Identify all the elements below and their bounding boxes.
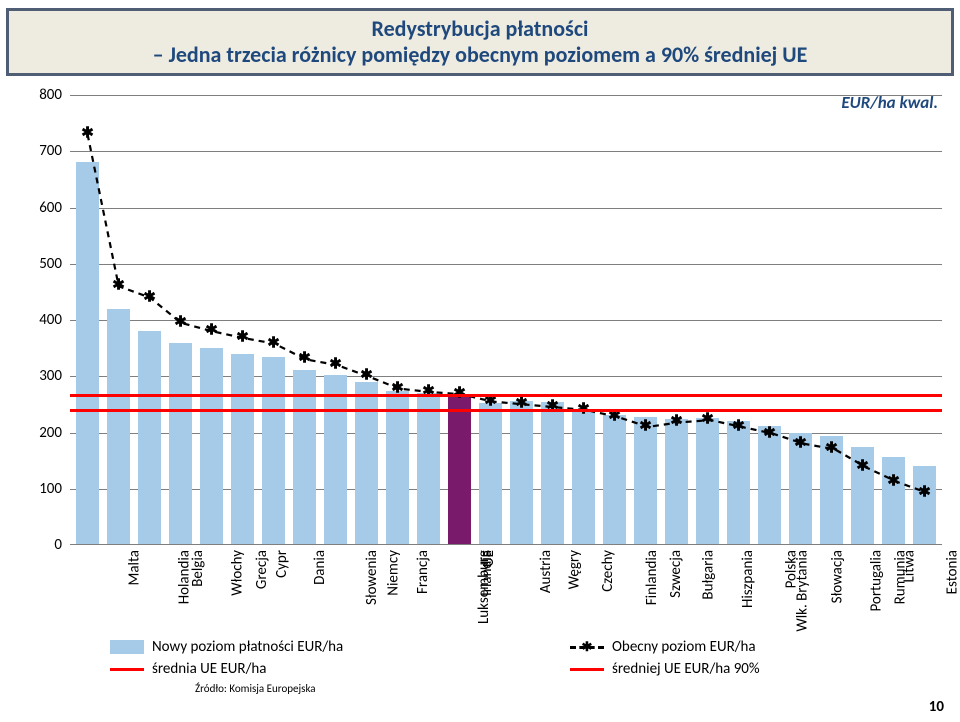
bar-slot: ✱ (320, 95, 351, 544)
bar-slot: ✱ (103, 95, 134, 544)
bar-slot: ✱ (816, 95, 847, 544)
bar-slot: ✱ (537, 95, 568, 544)
title-line1: Redystrybucja płatności (372, 16, 589, 42)
legend-old-label: Obecny poziom EUR/ha (612, 638, 756, 656)
legend-p90-label: średniej UE EUR/ha 90% (612, 660, 760, 678)
bar-slot: ✱ (568, 95, 599, 544)
bar (448, 394, 472, 544)
bar (913, 466, 937, 544)
bar (572, 412, 596, 544)
source-label: Źródło: Komisja Europejska (195, 682, 316, 695)
old-marker: ✱ (174, 312, 187, 331)
bar (727, 421, 751, 544)
x-label-slot: Łotwa (911, 550, 942, 680)
bar-slot: ✱ (847, 95, 878, 544)
y-tick-label: 800 (12, 86, 62, 104)
old-marker: ✱ (236, 328, 249, 347)
bar-slot: ✱ (661, 95, 692, 544)
bar (324, 375, 348, 544)
page-number: 10 (929, 698, 944, 716)
bar-slot: ✱ (134, 95, 165, 544)
bar (696, 418, 720, 544)
bar (169, 343, 193, 544)
bar (355, 382, 379, 544)
old-marker: ✱ (205, 321, 218, 340)
bar-slot: ✱ (72, 95, 103, 544)
bar-slot: ✱ (599, 95, 630, 544)
bar-slot: ✱ (444, 95, 475, 544)
title-line2: – Jedna trzecia różnicy pomiędzy obecnym… (153, 42, 808, 68)
old-marker: ✱ (267, 333, 280, 352)
bar-slot: ✱ (165, 95, 196, 544)
old-marker: ✱ (143, 287, 156, 306)
bar-slot: ✱ (723, 95, 754, 544)
y-tick-label: 0 (12, 536, 62, 554)
y-tick-label: 500 (12, 255, 62, 273)
bar (76, 162, 100, 545)
bar (262, 357, 286, 544)
y-tick-label: 300 (12, 367, 62, 385)
ref-avg (70, 394, 942, 397)
bar (758, 426, 782, 544)
x-label-slot: Malta (70, 550, 101, 680)
bar-slot: ✱ (878, 95, 909, 544)
bar (882, 457, 906, 544)
bar-slot: ✱ (692, 95, 723, 544)
bar (789, 433, 813, 544)
bar-slot: ✱ (289, 95, 320, 544)
y-tick-label: 700 (12, 142, 62, 160)
bar-slot: ✱ (506, 95, 537, 544)
old-marker: ✱ (112, 276, 125, 295)
bar-slot: ✱ (754, 95, 785, 544)
legend-swatch-avg (110, 668, 144, 671)
y-tick-label: 100 (12, 480, 62, 498)
bars-container: ✱✱✱✱✱✱✱✱✱✱✱✱✱✱✱✱✱✱✱✱✱✱✱✱✱✱✱✱ (70, 95, 942, 544)
bar (510, 401, 534, 544)
bar-slot: ✱ (413, 95, 444, 544)
bar (417, 393, 441, 544)
y-tick-label: 400 (12, 311, 62, 329)
legend-avg-label: średnia UE EUR/ha (152, 660, 266, 678)
legend-new: Nowy poziom płatności EUR/ha (110, 638, 410, 656)
bar (200, 348, 224, 544)
bar-slot: ✱ (630, 95, 661, 544)
y-tick-label: 600 (12, 199, 62, 217)
title-band: Redystrybucja płatności – Jedna trzecia … (6, 8, 954, 76)
ref-90 (70, 409, 942, 412)
bar (634, 417, 658, 544)
bar-slot: ✱ (382, 95, 413, 544)
x-tick-label: Estonia (944, 550, 960, 594)
bar (386, 391, 410, 544)
plot-area: ✱✱✱✱✱✱✱✱✱✱✱✱✱✱✱✱✱✱✱✱✱✱✱✱✱✱✱✱ (70, 95, 942, 545)
old-marker: ✱ (298, 349, 311, 368)
legend-avg: średnia UE EUR/ha (110, 660, 410, 678)
bar (107, 309, 131, 544)
bar (665, 419, 689, 544)
bar-slot: ✱ (258, 95, 289, 544)
legend-swatch-new (110, 640, 144, 654)
bar (851, 447, 875, 544)
bar-slot: ✱ (351, 95, 382, 544)
bar-slot: ✱ (909, 95, 940, 544)
legend-swatch-old (570, 646, 604, 649)
bar (138, 331, 162, 544)
bar (479, 403, 503, 544)
legend-swatch-p90 (570, 668, 604, 671)
legend-new-label: Nowy poziom płatności EUR/ha (152, 638, 343, 656)
bar-slot: ✱ (785, 95, 816, 544)
y-tick-label: 200 (12, 424, 62, 442)
bar (541, 402, 565, 544)
bar-slot: ✱ (475, 95, 506, 544)
bar (820, 436, 844, 544)
bar-slot: ✱ (227, 95, 258, 544)
legend-p90: średniej UE EUR/ha 90% (570, 660, 870, 678)
bar (603, 415, 627, 544)
bar-slot: ✱ (196, 95, 227, 544)
legend-old: Obecny poziom EUR/ha (570, 638, 870, 656)
old-marker: ✱ (81, 124, 94, 143)
old-marker: ✱ (329, 355, 342, 374)
chart: 0100200300400500600700800 ✱✱✱✱✱✱✱✱✱✱✱✱✱✱… (42, 95, 942, 545)
bar (231, 354, 255, 544)
